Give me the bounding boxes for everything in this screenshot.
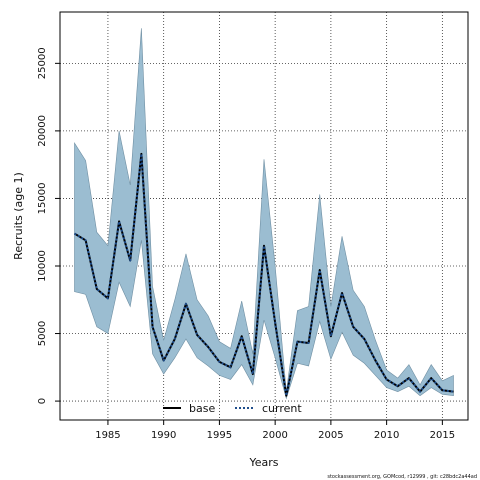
y-tick-label-5: 25000 — [37, 47, 48, 79]
footer-attribution: stockassessment.org, GOMcod, r12999 , gi… — [327, 474, 477, 480]
x-tick-label-1: 1990 — [151, 430, 176, 441]
x-tick-label-3: 2000 — [262, 430, 287, 441]
x-tick-label-0: 1985 — [95, 430, 120, 441]
x-tick-label-4: 2005 — [318, 430, 343, 441]
y-tick-label-0: 0 — [37, 398, 48, 404]
x-axis-title: Years — [248, 456, 278, 469]
legend-label-current: current — [262, 402, 302, 415]
x-tick-label-5: 2010 — [374, 430, 399, 441]
y-tick-label-3: 15000 — [37, 183, 48, 215]
legend: base current — [163, 402, 302, 415]
y-tick-label-1: 5000 — [37, 321, 48, 346]
legend-label-base: base — [189, 402, 215, 415]
uncertainty-band — [74, 28, 454, 400]
y-tick-label-4: 20000 — [37, 115, 48, 147]
series-line-current — [73, 152, 454, 397]
y-axis-title: Recruits (age 1) — [12, 172, 25, 260]
x-tick-label-2: 1995 — [207, 430, 232, 441]
x-tick-label-6: 2015 — [430, 430, 455, 441]
axes: 1985 1990 1995 2000 2005 2010 2015 0 5000 10000 15… — [37, 47, 455, 441]
y-tick-label-2: 10000 — [37, 250, 48, 282]
confidence-band — [74, 28, 454, 400]
plot-frame — [59, 11, 469, 421]
series — [73, 152, 454, 397]
